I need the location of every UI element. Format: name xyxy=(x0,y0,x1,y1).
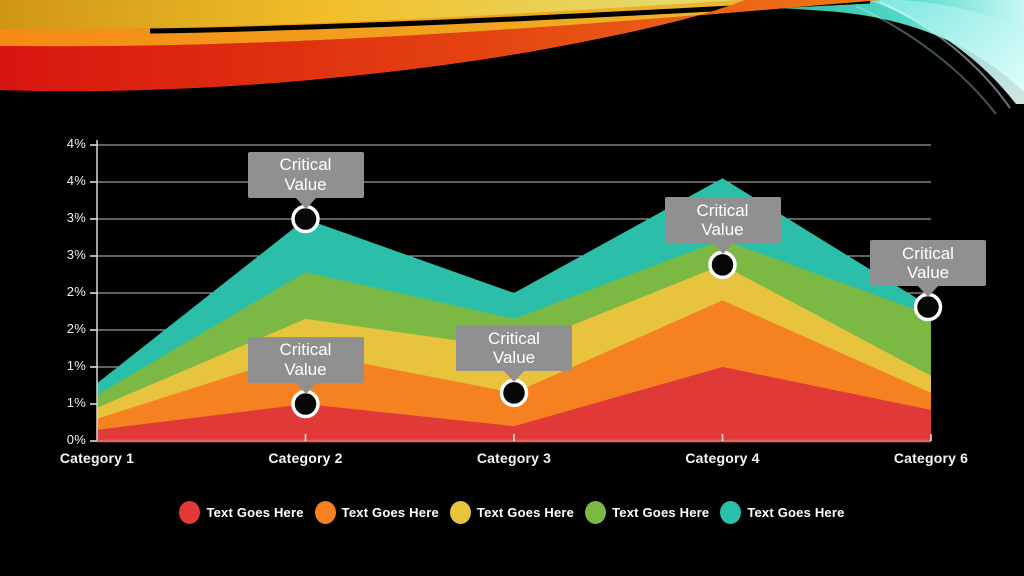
legend-item-1: Text Goes Here xyxy=(314,501,439,524)
legend-item-2: Text Goes Here xyxy=(449,501,575,524)
critical-value-callout: Critical Value xyxy=(247,336,364,383)
abstract-wave-graphic xyxy=(0,0,1024,115)
callout-label: Critical Value xyxy=(902,243,954,282)
critical-value-marker xyxy=(499,378,529,408)
critical-value-callout: Critical Value xyxy=(870,239,986,286)
callout-label: Critical Value xyxy=(696,201,749,240)
y-axis-tick-label: 2% xyxy=(66,321,86,336)
critical-value-callout: Critical Value xyxy=(664,197,781,244)
x-axis-category-label: Category 4 xyxy=(685,450,760,466)
x-axis-category-label: Category 1 xyxy=(59,450,135,466)
critical-value-callout: Critical Value xyxy=(456,325,572,372)
critical-value-marker xyxy=(291,204,320,234)
legend-item-0: Text Goes Here xyxy=(179,501,303,524)
legend-label: Text Goes Here xyxy=(206,505,304,520)
legend-item-4: Text Goes Here xyxy=(720,501,844,524)
y-axis-tick-label: 2% xyxy=(66,284,86,299)
legend-color-dot xyxy=(449,501,471,524)
x-axis-category-label: Category 6 xyxy=(893,450,969,466)
critical-value-marker xyxy=(708,250,737,280)
legend-item-3: Text Goes Here xyxy=(585,501,709,524)
y-axis-tick-label: 1% xyxy=(66,395,86,410)
cool-wave-shapes xyxy=(400,0,1024,115)
x-axis-category-label: Category 3 xyxy=(476,450,552,466)
legend-label: Text Goes Here xyxy=(341,505,439,520)
legend-label: Text Goes Here xyxy=(747,505,845,520)
y-axis-tick-label: 4% xyxy=(66,173,86,188)
y-axis-tick-label: 0% xyxy=(66,432,86,447)
x-axis-category-label: Category 2 xyxy=(268,450,343,466)
legend-label: Text Goes Here xyxy=(612,505,710,520)
critical-value-callout: Critical Value xyxy=(247,151,364,198)
legend-label: Text Goes Here xyxy=(476,505,575,520)
callout-label: Critical Value xyxy=(279,340,332,379)
critical-value-marker xyxy=(291,389,320,419)
legend-color-dot xyxy=(179,501,201,524)
chart-legend: Text Goes Here Text Goes Here Text Goes He… xyxy=(0,501,1024,524)
legend-color-dot xyxy=(585,501,607,524)
callout-label: Critical Value xyxy=(279,155,332,194)
area-series-0 xyxy=(97,367,931,441)
callout-label: Critical Value xyxy=(488,329,540,368)
y-axis-tick-label: 3% xyxy=(66,210,86,225)
axes-layer xyxy=(90,140,932,443)
y-axis-tick-label: 1% xyxy=(66,358,86,373)
warm-wave-shapes xyxy=(0,0,880,92)
legend-color-dot xyxy=(720,501,742,524)
y-axis-tick-label: 4% xyxy=(66,136,86,151)
y-axis-tick-label: 3% xyxy=(66,247,86,262)
critical-value-marker xyxy=(913,292,943,322)
legend-color-dot xyxy=(314,501,336,524)
